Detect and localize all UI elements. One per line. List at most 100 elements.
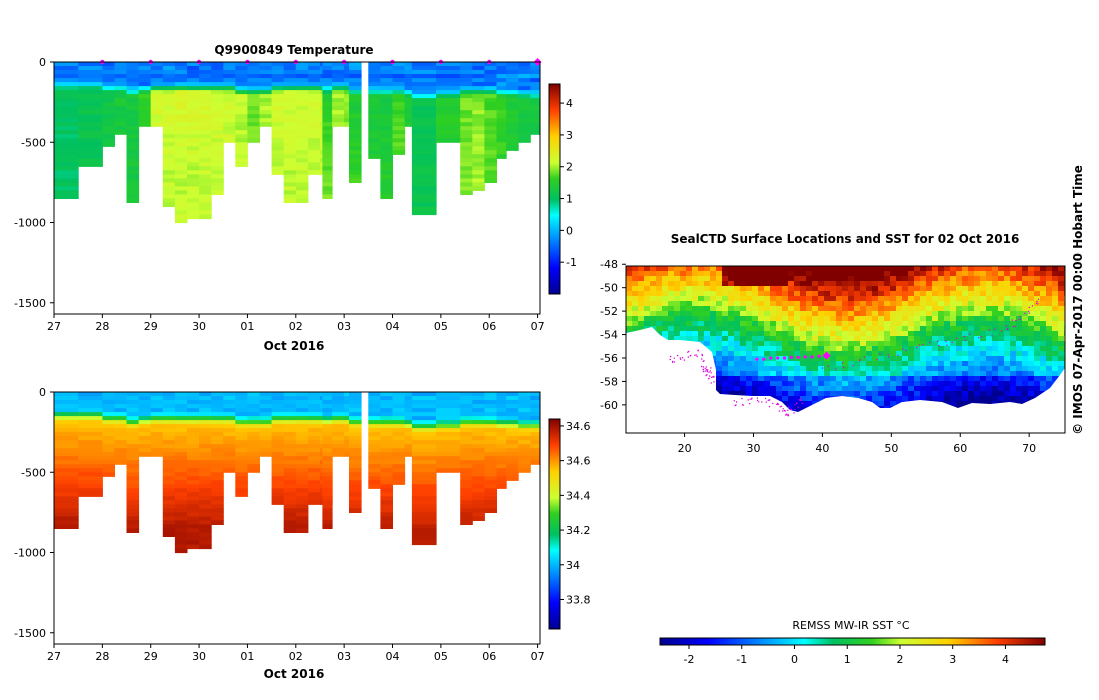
profile-cell (518, 448, 531, 453)
profile-cell (78, 424, 103, 429)
sst-cell (806, 401, 813, 407)
sst-cell (1034, 331, 1041, 337)
profile-cell (436, 74, 461, 79)
profile-cell (295, 452, 309, 457)
profile-cell (283, 62, 297, 67)
sst-cell (1010, 291, 1017, 297)
profile-cell (411, 182, 437, 187)
sst-cell (800, 276, 807, 282)
sst-cell (920, 391, 927, 397)
sst-cell (1028, 301, 1035, 307)
profile-cell (411, 154, 437, 159)
sst-cell (674, 321, 681, 327)
sst-cell (1028, 351, 1035, 357)
profile-cell (307, 170, 321, 175)
sst-cell (770, 276, 777, 282)
sst-cell (668, 276, 675, 282)
profile-cell (322, 74, 333, 79)
sst-cell (860, 341, 867, 347)
profile-cell (332, 412, 345, 417)
sst-cell (896, 271, 903, 277)
sst-cell (992, 271, 999, 277)
sst-cell (800, 356, 807, 362)
sst-cell (974, 386, 981, 392)
sst-cell (842, 341, 849, 347)
sst-cell (644, 311, 651, 317)
sst-cell (980, 291, 987, 297)
profile-cell (126, 396, 140, 401)
sst-cell (890, 271, 897, 277)
sst-cell (884, 286, 891, 292)
sst-cell (962, 271, 969, 277)
profile-cell (484, 142, 497, 147)
sst-cell (770, 311, 777, 317)
sst-cell (878, 281, 885, 287)
sst-cell (980, 326, 987, 332)
sst-cell (788, 381, 795, 387)
sst-cell (848, 321, 855, 327)
profile-cell (187, 198, 200, 203)
profile-cell (472, 130, 485, 135)
sst-cell (1016, 336, 1023, 342)
profile-cell (392, 66, 406, 71)
sst-cell (1022, 281, 1029, 287)
profile-cell (187, 460, 200, 465)
profile-cell (283, 472, 297, 477)
track-dot (905, 349, 907, 352)
sst-cell (788, 271, 795, 277)
profile-cell (126, 492, 140, 497)
sst-cell (968, 391, 975, 397)
profile-cell (187, 544, 200, 550)
profile-cell (349, 122, 362, 127)
track-dot (751, 398, 753, 400)
sst-cell (998, 306, 1005, 312)
sst-cell (860, 276, 867, 282)
profile-cell (530, 424, 541, 429)
sst-cell (764, 301, 771, 307)
sst-cell (656, 306, 663, 312)
sst-cell (1028, 376, 1035, 382)
profile-cell (150, 94, 164, 99)
profile-cell (295, 404, 309, 409)
profile-cell (404, 66, 418, 71)
sst-cell (842, 321, 849, 327)
profile-cell (506, 416, 519, 421)
sst-cell (830, 311, 837, 317)
sst-cell (932, 356, 939, 362)
profile-cell (460, 90, 473, 95)
profile-cell (460, 178, 473, 183)
profile-cell (162, 94, 176, 99)
profile-cell (295, 106, 309, 111)
sst-cell (1058, 281, 1065, 287)
sst-cell (866, 266, 873, 272)
profile-cell (404, 444, 418, 449)
profile-cell (295, 432, 309, 437)
sst-cell (836, 286, 843, 292)
sst-cell (842, 286, 849, 292)
profile-cell (380, 174, 393, 179)
profile-cell (138, 82, 152, 87)
sst-cell (716, 351, 723, 357)
profile-cell (162, 122, 176, 127)
sst-cell (962, 371, 969, 377)
profile-cell (235, 102, 248, 107)
profile-cell (126, 428, 140, 433)
sst-cell (932, 286, 939, 292)
x-tick-label: 27 (47, 320, 61, 333)
sst-cell (1010, 361, 1017, 367)
profile-cell (247, 62, 260, 67)
profile-cell (283, 404, 297, 409)
track-dot (700, 365, 703, 368)
profile-cell (472, 472, 485, 477)
profile-cell (211, 452, 224, 457)
sst-cell (830, 336, 837, 342)
profile-cell (411, 540, 437, 546)
profile-cell (199, 126, 212, 131)
sst-cell (842, 361, 849, 367)
profile-cell (460, 182, 473, 187)
profile-cell (380, 102, 393, 107)
profile-cell (223, 452, 236, 457)
sst-cell (746, 281, 753, 287)
profile-cell (380, 452, 393, 457)
profile-cell (199, 62, 212, 67)
